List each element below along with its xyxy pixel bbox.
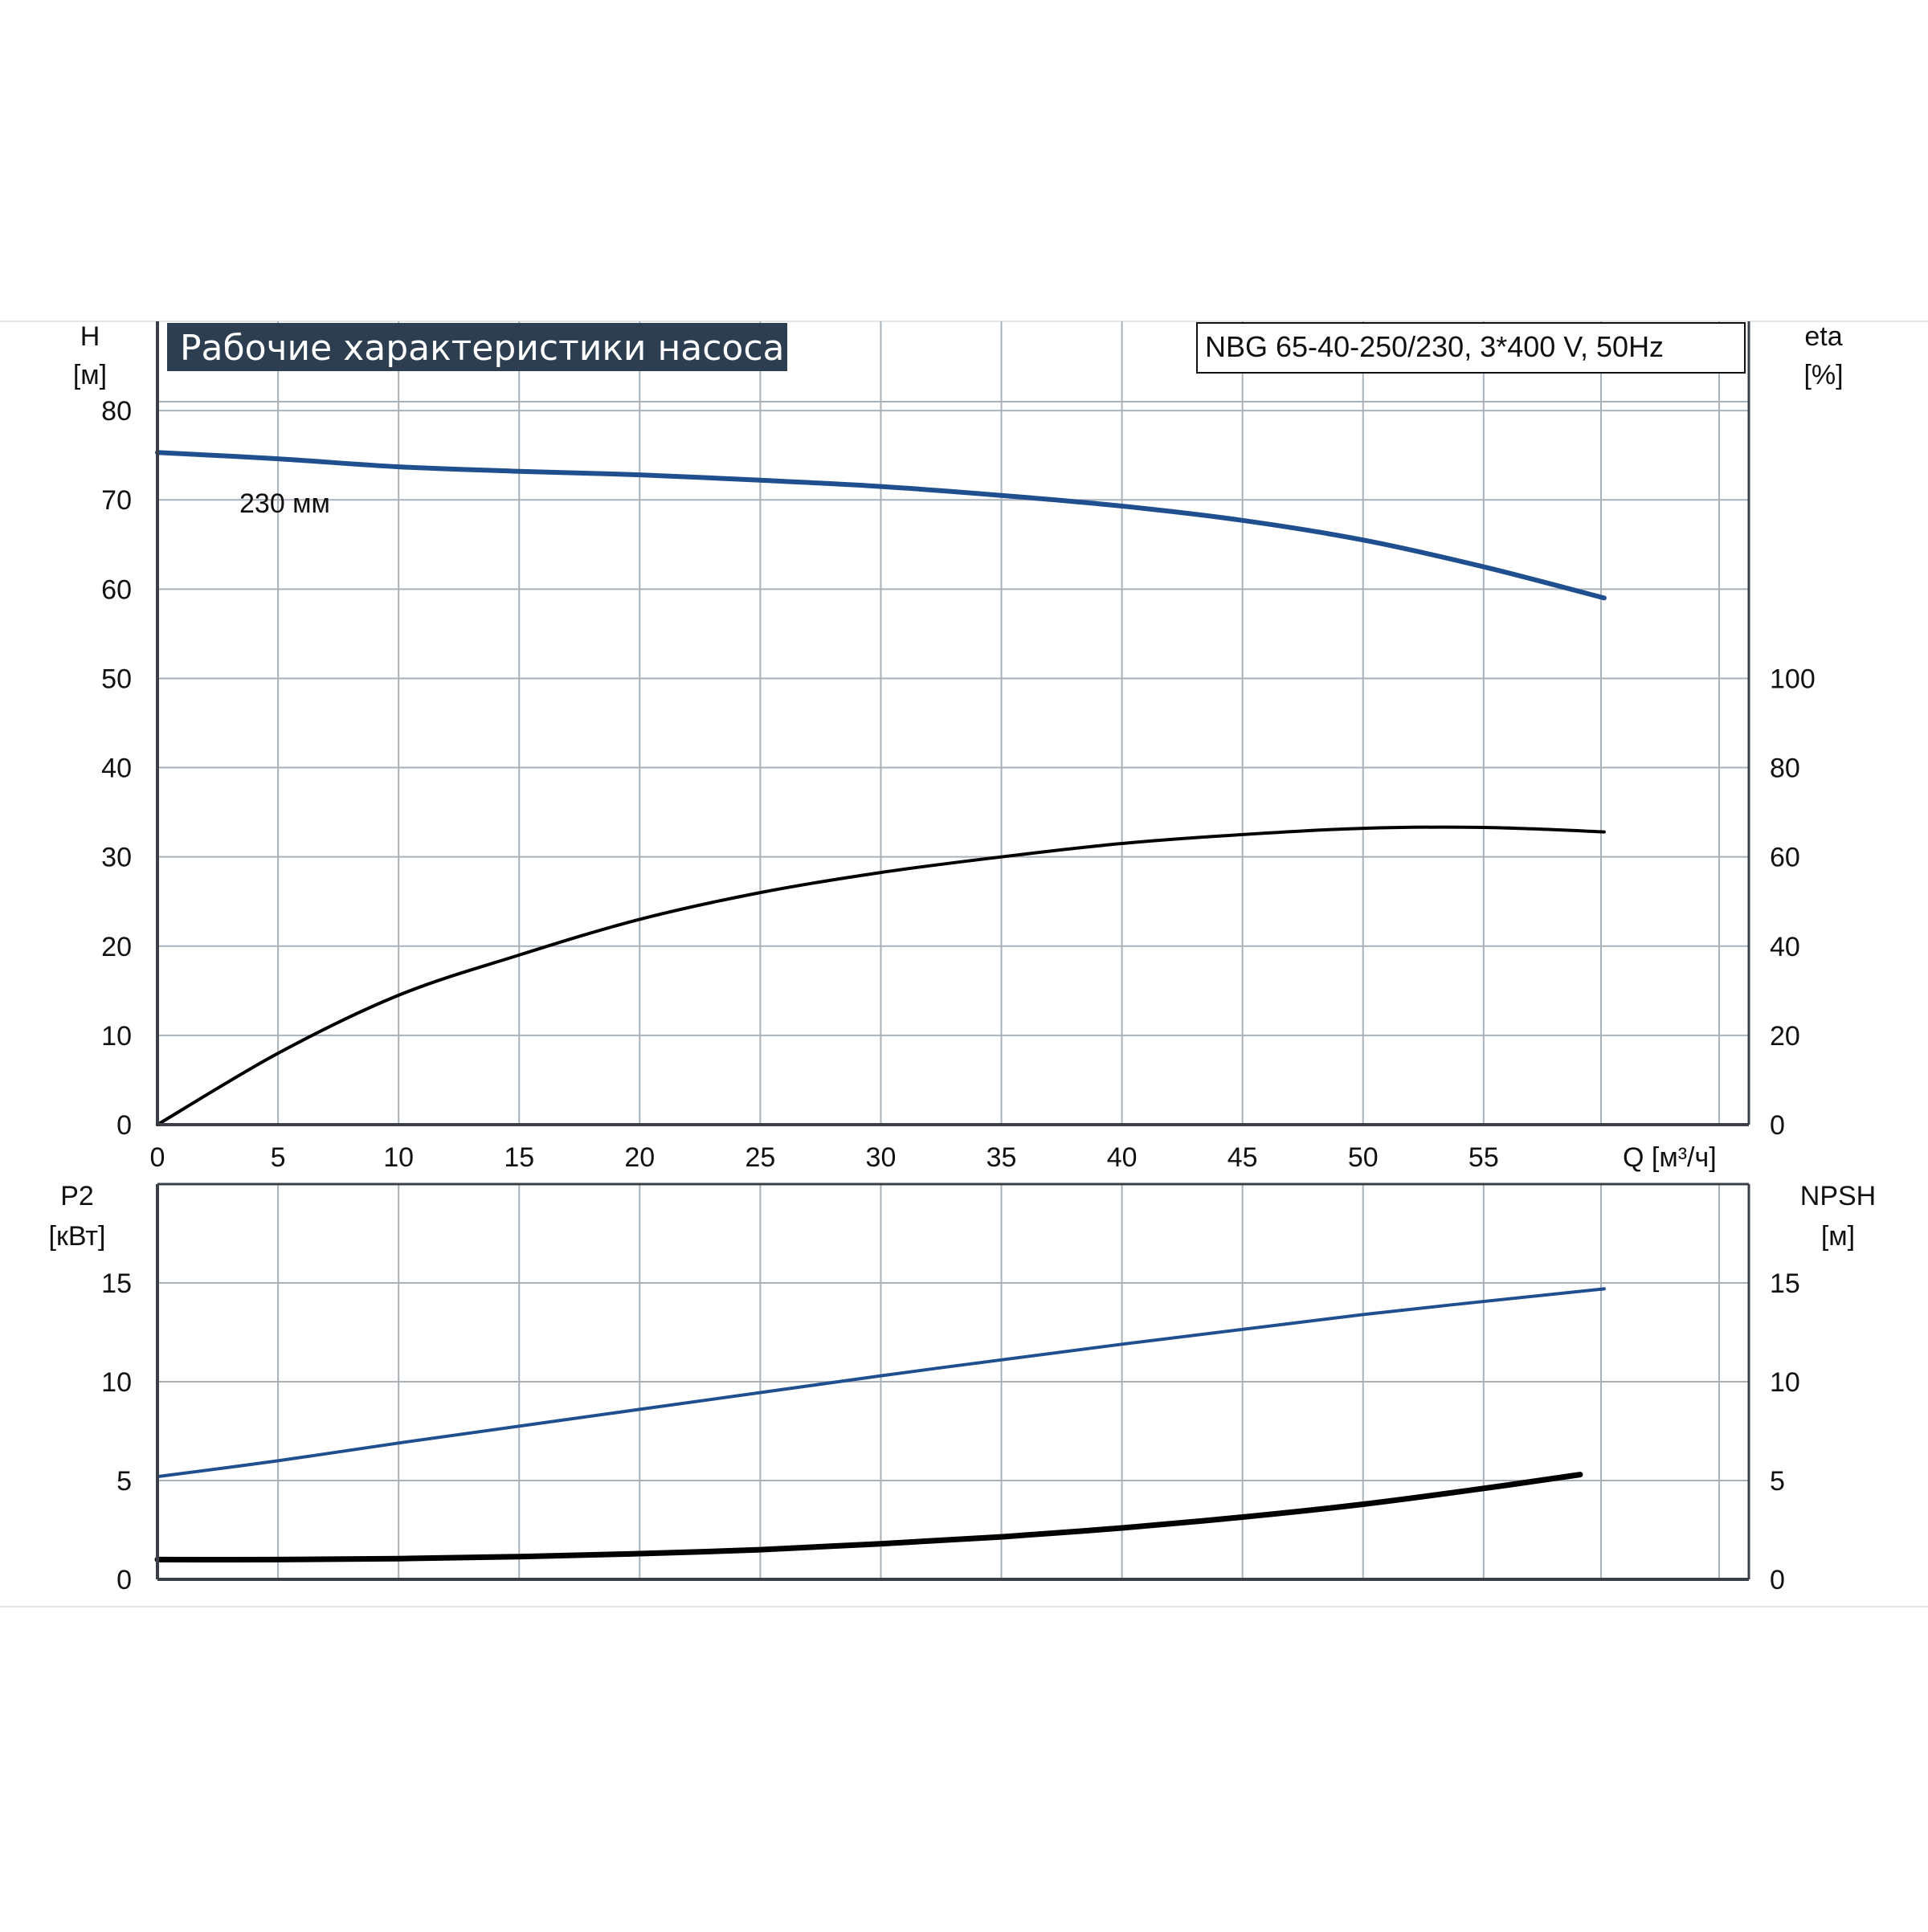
x-tick-label: 5 — [271, 1142, 286, 1173]
head-curve — [155, 450, 1607, 601]
frame-layer — [156, 321, 1750, 1581]
chart-title: Рабочие характеристики насоса — [180, 328, 784, 369]
x-tick-label: 55 — [1468, 1142, 1499, 1173]
top-right-tick-label: 80 — [1770, 754, 1800, 784]
bottom-left-axis-unit: [кВт] — [49, 1221, 106, 1252]
bottom-left-tick-label: 5 — [116, 1466, 132, 1497]
top-right-tick-label: 40 — [1770, 932, 1800, 962]
efficiency-curve — [156, 825, 1606, 1126]
chart-title-box — [167, 323, 787, 371]
top-right-tick-label: 60 — [1770, 843, 1800, 873]
top-left-tick-label: 50 — [101, 664, 132, 694]
x-tick-label: 0 — [150, 1142, 165, 1173]
top-left-tick-label: 20 — [101, 932, 132, 962]
bottom-right-axis-title: NPSH — [1800, 1181, 1876, 1211]
x-tick-label: 10 — [383, 1142, 414, 1173]
x-tick-label: 50 — [1348, 1142, 1379, 1173]
top-left-axis-title: H — [80, 321, 100, 352]
x-axis-title: Q [м³/ч] — [1623, 1142, 1717, 1173]
bottom-right-tick-label: 0 — [1770, 1565, 1785, 1595]
text-layer: 0 5 10 15 20 25 30 35 40 45 50 55010203040506070800… — [101, 396, 1816, 1595]
x-tick-label: 25 — [745, 1142, 775, 1173]
bottom-right-axis-unit: [м] — [1821, 1221, 1855, 1252]
bottom-right-tick-label: 5 — [1770, 1466, 1785, 1497]
bottom-right-tick-label: 10 — [1770, 1367, 1800, 1398]
top-right-axis-unit: [%] — [1803, 360, 1843, 390]
bottom-right-tick-label: 15 — [1770, 1268, 1800, 1299]
x-tick-label: 35 — [986, 1142, 1017, 1173]
top-left-axis-unit: [м] — [73, 360, 107, 390]
x-tick-label: 15 — [504, 1142, 534, 1173]
curve-layer — [154, 450, 1607, 1562]
top-left-tick-label: 60 — [101, 574, 132, 605]
bottom-left-tick-label: 15 — [101, 1268, 132, 1299]
bottom-left-axis-title: P2 — [60, 1181, 94, 1211]
model-label-box — [1196, 322, 1746, 374]
top-left-tick-label: 0 — [116, 1110, 132, 1141]
top-left-tick-label: 80 — [101, 396, 132, 427]
x-tick-label: 30 — [866, 1142, 897, 1173]
model-label: NBG 65-40-250/230, 3*400 V, 50Hz — [1205, 330, 1664, 363]
bottom-left-tick-label: 0 — [116, 1565, 132, 1595]
x-tick-label: 20 — [624, 1142, 655, 1173]
top-left-tick-label: 10 — [101, 1021, 132, 1052]
x-tick-label: 40 — [1107, 1142, 1138, 1173]
top-right-tick-label: 100 — [1770, 664, 1816, 694]
x-tick-label: 45 — [1227, 1142, 1258, 1173]
npsh-curve — [154, 1472, 1583, 1562]
top-left-tick-label: 40 — [101, 754, 132, 784]
power-curve — [156, 1287, 1606, 1479]
bottom-left-tick-label: 10 — [101, 1367, 132, 1398]
grid-layer — [0, 321, 1928, 1607]
top-left-tick-label: 30 — [101, 843, 132, 873]
impeller-diameter-annotation: 230 мм — [239, 488, 330, 519]
top-right-axis-title: eta — [1804, 321, 1842, 352]
top-left-tick-label: 70 — [101, 485, 132, 516]
top-right-tick-label: 0 — [1770, 1110, 1785, 1141]
top-right-tick-label: 20 — [1770, 1021, 1800, 1052]
